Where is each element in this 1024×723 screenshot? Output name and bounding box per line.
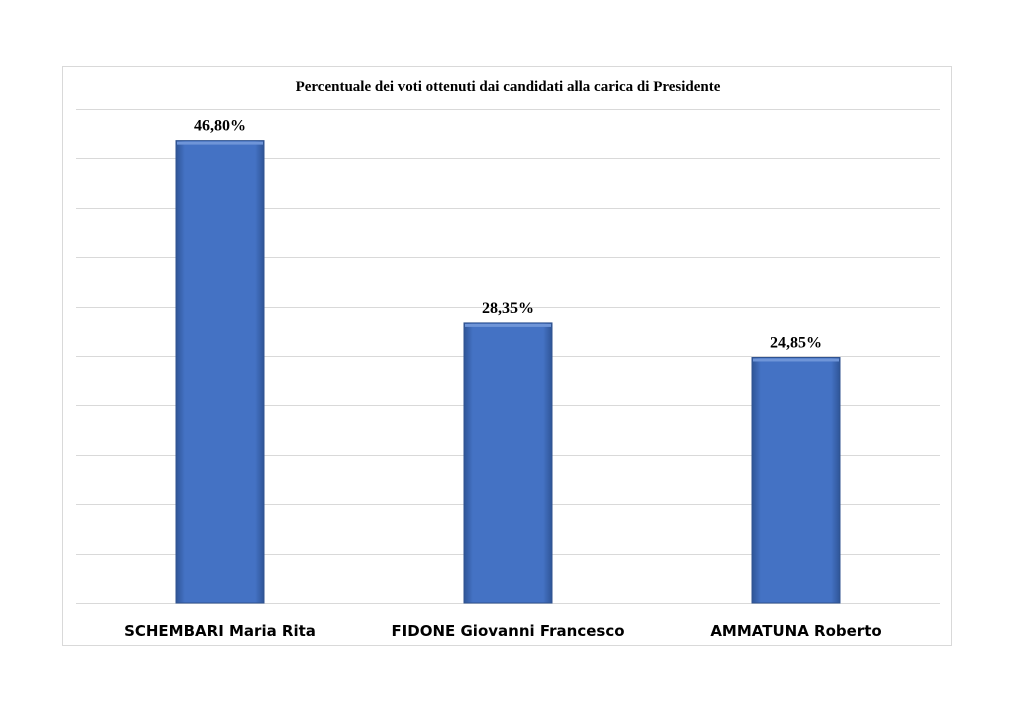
data-label: 28,35% (482, 300, 534, 317)
bars (175, 140, 841, 604)
data-label: 24,85% (770, 334, 822, 351)
category-label: AMMATUNA Roberto (710, 622, 881, 640)
bar-top-highlight (753, 358, 839, 362)
category-labels: SCHEMBARI Maria Rita FIDONE Giovanni Fran… (124, 622, 882, 640)
bar-top-highlight (177, 141, 263, 145)
bar (463, 322, 553, 604)
category-label: FIDONE Giovanni Francesco (391, 622, 624, 640)
chart-title: Percentuale dei voti ottenuti dai candid… (296, 79, 721, 95)
data-labels: 46,80% 28,35% 24,85% (194, 118, 822, 352)
bar (751, 356, 841, 604)
bar-top-highlight (465, 323, 551, 327)
category-label: SCHEMBARI Maria Rita (124, 622, 316, 640)
bar (175, 140, 265, 604)
bar-chart: Percentuale dei voti ottenuti dai candid… (76, 79, 940, 640)
data-label: 46,80% (194, 118, 246, 135)
chart-frame: Percentuale dei voti ottenuti dai candid… (62, 66, 952, 646)
